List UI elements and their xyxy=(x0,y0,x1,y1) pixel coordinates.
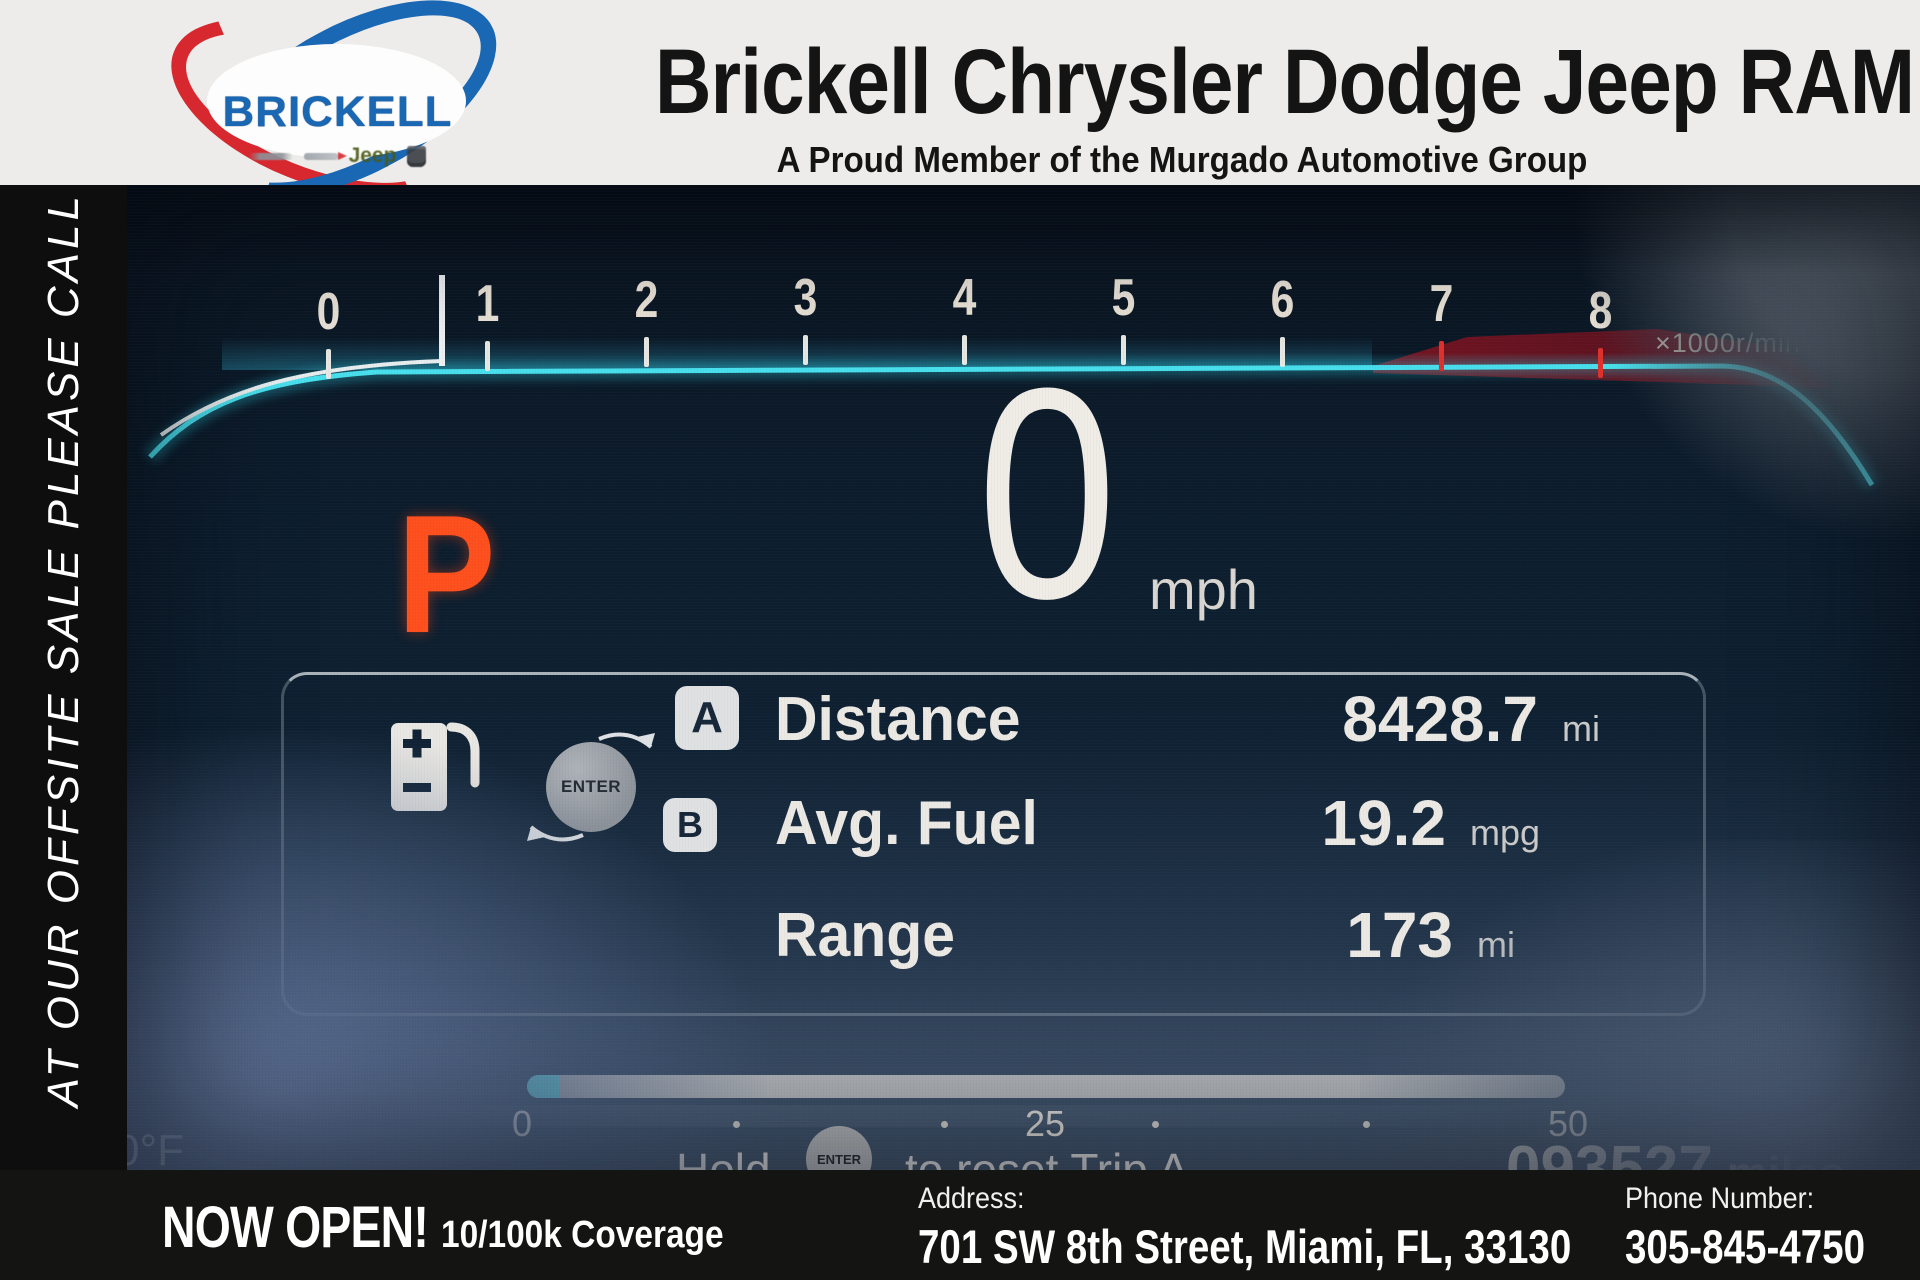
header-banner: BRICKELL Jeep Brickell Chrysler Dodge Je… xyxy=(0,0,1920,239)
brickell-logo: BRICKELL Jeep xyxy=(146,0,528,239)
tach-tick xyxy=(961,335,967,365)
trip-label-distance: Distance xyxy=(775,685,1021,754)
temperature-fragment: 0°F xyxy=(127,1126,184,1170)
logo-oval-core xyxy=(207,44,466,158)
coverage-text: 10/100k Coverage xyxy=(440,1214,724,1256)
address-block: Address: 701 SW 8th Street, Miami, FL, 3… xyxy=(918,1182,1715,1274)
tach-number-1: 1 xyxy=(455,274,519,371)
speed-unit: mph xyxy=(1149,558,1258,621)
tach-unit-label: ×1000r/min xyxy=(1655,328,1801,358)
gear-indicator-park: P xyxy=(397,480,496,668)
phone-value: 305-845-4750 xyxy=(1625,1220,1866,1273)
trip-b-badge: B xyxy=(663,798,717,852)
trip-value-distance: 8428.7 mi xyxy=(1342,683,1600,755)
fuel-pump-icon xyxy=(391,722,480,811)
tach-tick xyxy=(643,337,649,367)
jeep-mark: Jeep xyxy=(348,144,397,167)
tach-number-0: 0 xyxy=(296,282,360,379)
eco-scale-dot xyxy=(1363,1121,1370,1128)
reset-hint-pre: Hold xyxy=(676,1144,771,1170)
tach-number-7: 7 xyxy=(1409,274,1473,371)
tach-tick xyxy=(325,349,331,379)
tach-tick-red xyxy=(1438,341,1444,371)
logo-brand-marks: Jeep xyxy=(165,144,510,168)
reset-hint-post: to reset Trip A xyxy=(905,1144,1189,1170)
odometer: 093527 miles xyxy=(1506,1133,1845,1170)
trip-label-avg-fuel: Avg. Fuel xyxy=(775,789,1038,858)
fuel-economy-bar-track xyxy=(527,1075,1565,1098)
ram-head-icon xyxy=(407,145,427,167)
dealership-title: Brickell Chrysler Dodge Jeep RAM xyxy=(655,31,1915,133)
footer-banner: NOW OPEN! 10/100k Coverage Address: 701 … xyxy=(0,1170,1920,1280)
address-value: 701 SW 8th Street, Miami, FL, 33130 xyxy=(918,1220,1572,1273)
enter-button: ENTER xyxy=(546,742,636,832)
trip-label-range: Range xyxy=(775,901,956,970)
phone-block: Phone Number: 305-845-4750 xyxy=(1625,1182,1918,1274)
eco-scale-dot xyxy=(1152,1121,1159,1128)
odometer-value: 093527 xyxy=(1506,1134,1713,1170)
eco-scale-dot xyxy=(941,1121,948,1128)
tach-tick xyxy=(802,335,808,365)
tach-number-8: 8 xyxy=(1568,281,1632,378)
eco-scale-25: 25 xyxy=(1024,1103,1066,1144)
trip-a-badge: A xyxy=(675,686,739,750)
dealership-subtitle: A Proud Member of the Murgado Automotive… xyxy=(776,139,1588,180)
offsite-sale-banner: AT OUR OFFSITE SALE PLEASE CALL xyxy=(0,185,127,1170)
dodge-mark-icon xyxy=(303,151,347,160)
offsite-sale-text: AT OUR OFFSITE SALE PLEASE CALL xyxy=(38,192,88,1108)
tach-tick xyxy=(1120,335,1126,365)
eco-scale-dot xyxy=(733,1121,740,1128)
tach-tick-red xyxy=(1597,348,1603,378)
tach-number-6: 6 xyxy=(1250,270,1314,367)
fuel-economy-bar-fill xyxy=(527,1075,560,1098)
eco-scale-0: 0 xyxy=(511,1103,533,1144)
phone-label: Phone Number: xyxy=(1625,1182,1815,1215)
logo-brand-text: BRICKELL xyxy=(222,88,453,136)
trip-value-range: 173 mi xyxy=(1346,899,1515,971)
tach-number-3: 3 xyxy=(773,268,837,365)
speed-value: 0 xyxy=(977,325,1118,661)
now-open-text: NOW OPEN! xyxy=(162,1195,429,1260)
trip-value-avg-fuel: 19.2 mpg xyxy=(1321,787,1540,859)
instrument-cluster-photo: 0 1 2 3 4 5 6 7 8 ×1000r/min P 0 mph ENT… xyxy=(127,185,1920,1170)
chrysler-wing-icon xyxy=(248,152,293,160)
tach-number-2: 2 xyxy=(614,270,678,367)
tach-tick xyxy=(484,341,490,371)
address-label: Address: xyxy=(918,1182,1025,1215)
tach-tick xyxy=(1279,337,1285,367)
odometer-unit: miles xyxy=(1727,1146,1845,1170)
